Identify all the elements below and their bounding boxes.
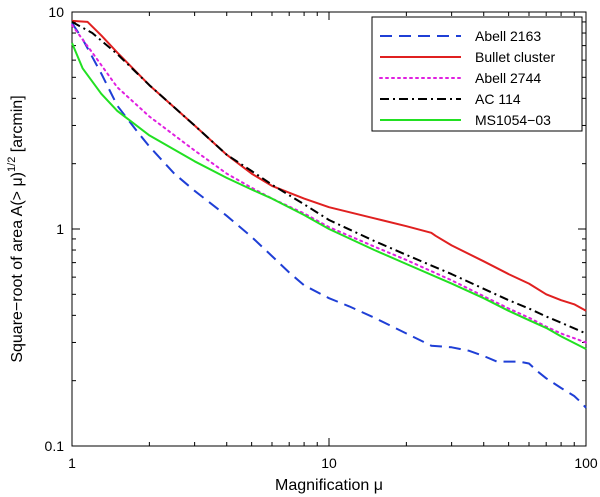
x-tick-label: 100 <box>574 455 598 471</box>
legend: Abell 2163 Bullet cluster Abell 2744 AC 114… <box>371 16 583 132</box>
legend-label: Abell 2744 <box>475 70 541 86</box>
y-axis-label-sup: 1/2 <box>6 157 18 172</box>
series-line-abell-2744 <box>71 24 587 344</box>
legend-label: MS1054−03 <box>475 112 551 128</box>
series-line-bullet-cluster <box>71 19 587 312</box>
x-axis-label: Magnification μ <box>275 477 383 494</box>
legend-label: Abell 2163 <box>475 28 541 44</box>
series-layer <box>71 19 587 409</box>
y-axis-label: Square−root of area A(> μ)1/2 [arcmin] <box>6 95 26 362</box>
series-line-ac-114 <box>71 21 587 335</box>
legend-label: AC 114 <box>475 91 521 107</box>
x-tick-label: 10 <box>321 455 337 471</box>
y-tick-label: 10 <box>48 4 64 20</box>
series-line-abell-2163 <box>71 22 587 409</box>
y-tick-label: 1 <box>56 221 64 237</box>
y-tick-label: 0.1 <box>45 438 65 454</box>
series-line-ms1054-03 <box>71 42 587 350</box>
x-tick-label: 1 <box>68 455 76 471</box>
legend-label: Bullet cluster <box>475 49 555 65</box>
y-axis-label-main: Square−root of area A(> μ) <box>9 172 26 363</box>
y-axis-label-unit: [arcmin] <box>9 95 26 156</box>
